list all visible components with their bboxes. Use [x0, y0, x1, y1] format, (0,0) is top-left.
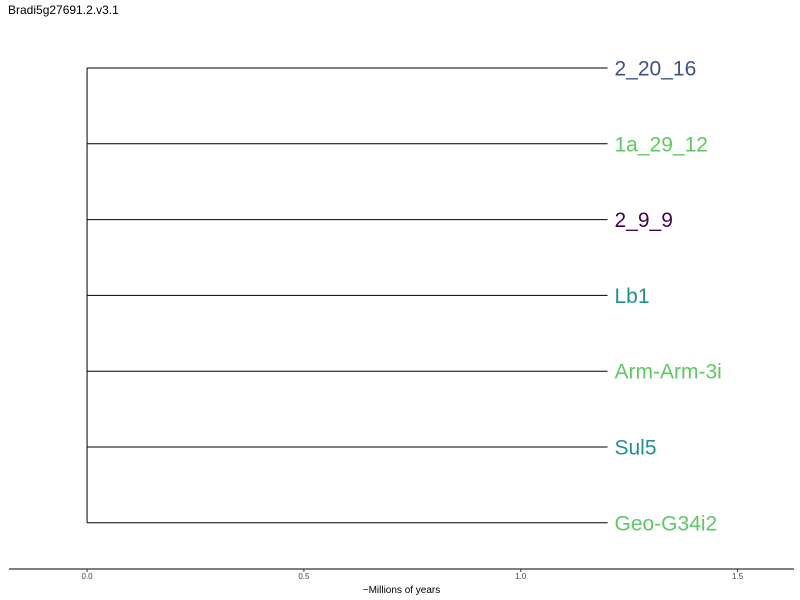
- tick-label: 0.0: [82, 572, 94, 581]
- leaf-label: Arm-Arm-3i: [615, 361, 722, 384]
- leaf-label: Geo-G34i2: [615, 512, 718, 535]
- leaf-label: 2_9_9: [615, 209, 673, 232]
- leaf-labels: 2_20_16 1a_29_12 2_9_9 Lb1 Arm-Arm-3i Sul5 Geo…: [615, 58, 722, 536]
- tick-label: 1.5: [732, 572, 744, 581]
- leaf-label: 2_20_16: [615, 58, 697, 81]
- tick-label: 0.5: [298, 572, 310, 581]
- x-axis-ticks: 0.0 0.5 1.0 1.5: [82, 569, 744, 581]
- leaf-label: Sul5: [615, 437, 657, 460]
- chart-title: Bradi5g27691.2.v3.1: [8, 3, 119, 17]
- leaf-label: 1a_29_12: [615, 133, 708, 156]
- x-axis-label: ~Millions of years: [363, 585, 441, 596]
- leaf-label: Lb1: [615, 285, 650, 308]
- tree-branches: [86, 67, 608, 524]
- tick-label: 1.0: [515, 572, 527, 581]
